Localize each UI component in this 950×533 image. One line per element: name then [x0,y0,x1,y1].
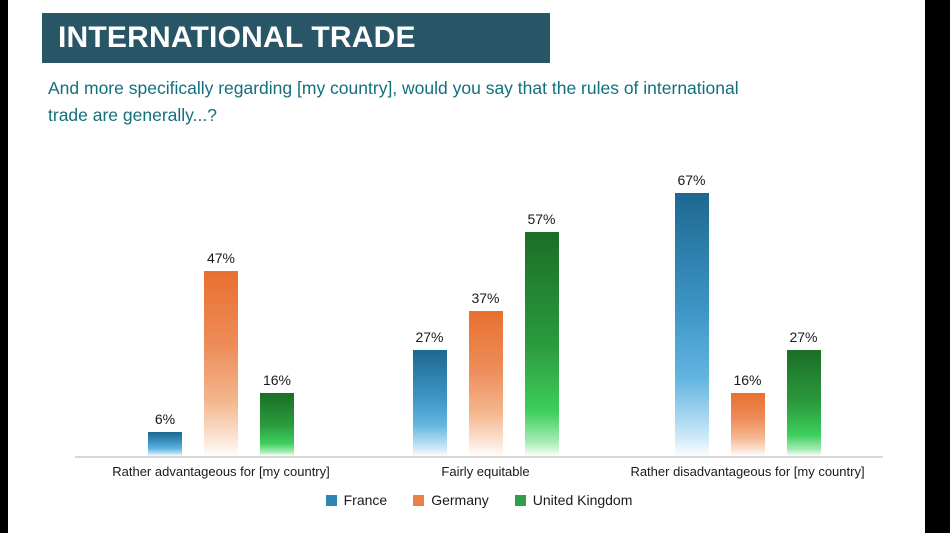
category-axis: Rather advantageous for [my country] Fair… [75,464,883,482]
value-label: 57% [527,211,556,227]
legend-label: Germany [431,492,489,508]
bar-germany [468,311,503,456]
bar-group-3: 67% 16% 27% [674,172,821,456]
bar-column-france: 27% [412,329,447,456]
bar-column-united-kingdom: 27% [786,329,821,456]
bar-group-1: 6% 47% 16% [148,250,294,456]
bar-united-kingdom [524,232,559,456]
bar-column-united-kingdom: 57% [524,211,559,456]
slide-title-bar: INTERNATIONAL TRADE [42,13,550,63]
chart-legend: France Germany United Kingdom [75,492,883,508]
legend-label: United Kingdom [532,492,633,508]
page-title: INTERNATIONAL TRADE [58,21,416,54]
value-label: 6% [154,411,176,427]
question-line-1: And more specifically regarding [my coun… [48,78,739,98]
bar-column-france: 6% [148,411,182,456]
legend-item-united-kingdom: United Kingdom [514,492,633,508]
bar-column-france: 67% [674,172,709,456]
bar-group-2: 27% 37% 57% [412,211,559,456]
bar-united-kingdom [260,393,294,456]
bar-france [674,193,709,456]
category-label: Rather advantageous for [my country] [112,464,330,479]
value-label: 16% [733,372,762,388]
category-label: Rather disadvantageous for [my country] [630,464,865,479]
chart-plot-area: 6% 47% 16% 27% 37% 57% 67% 16% 27% [75,160,883,458]
question-line-2: trade are generally...? [48,105,217,125]
value-label: 27% [415,329,444,345]
legend-swatch-germany [413,494,425,506]
value-label: 16% [262,372,292,388]
bar-column-germany: 47% [204,250,238,456]
value-label: 67% [677,172,706,188]
bar-germany [204,271,238,456]
legend-swatch-united-kingdom [514,494,526,506]
value-label: 47% [206,250,236,266]
value-label: 27% [789,329,818,345]
bar-column-germany: 16% [730,372,765,456]
bar-germany [730,393,765,456]
legend-item-germany: Germany [413,492,489,508]
legend-item-france: France [325,492,388,508]
slide: INTERNATIONAL TRADE And more specificall… [8,0,925,533]
bar-column-germany: 37% [468,290,503,456]
bar-france [412,350,447,456]
category-label: Fairly equitable [441,464,530,479]
bar-column-united-kingdom: 16% [260,372,294,456]
bar-france [148,432,182,456]
question-text: And more specifically regarding [my coun… [48,75,739,129]
legend-swatch-france [325,494,337,506]
bar-united-kingdom [786,350,821,456]
value-label: 37% [471,290,500,306]
legend-label: France [343,492,388,508]
